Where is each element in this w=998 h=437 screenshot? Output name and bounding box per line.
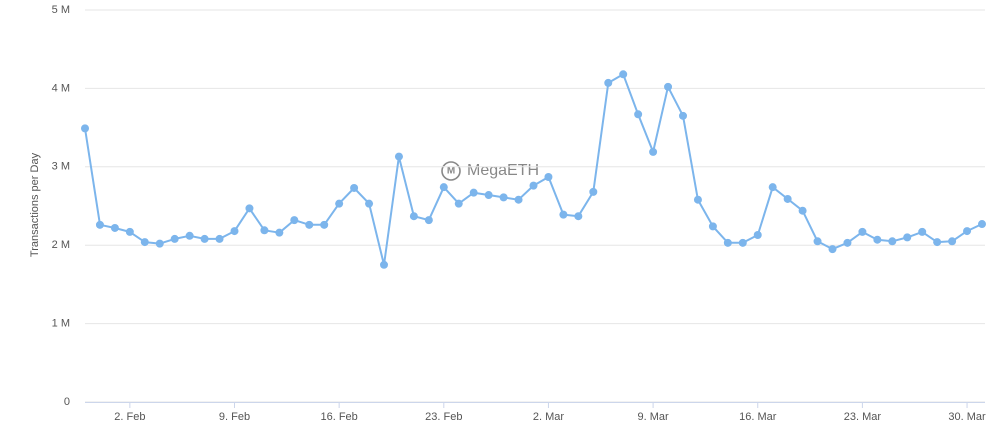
data-point bbox=[305, 220, 314, 229]
y-tick-label: 2 M bbox=[52, 239, 70, 251]
data-point bbox=[484, 191, 493, 200]
data-point bbox=[409, 212, 418, 221]
data-point bbox=[529, 181, 538, 190]
x-tick-label: 9. Feb bbox=[219, 411, 250, 423]
data-point bbox=[918, 227, 927, 236]
data-point bbox=[649, 147, 658, 156]
data-point bbox=[559, 210, 568, 219]
data-point bbox=[544, 172, 553, 181]
data-point bbox=[873, 235, 882, 244]
x-tick-label: 23. Mar bbox=[844, 411, 882, 423]
data-point bbox=[679, 111, 687, 120]
data-point bbox=[215, 234, 224, 243]
data-point bbox=[753, 231, 762, 240]
data-point bbox=[813, 237, 822, 246]
x-tick-label: 23. Feb bbox=[425, 411, 462, 423]
data-point bbox=[350, 183, 359, 192]
data-point bbox=[185, 231, 194, 240]
data-point bbox=[380, 260, 388, 269]
data-point bbox=[903, 233, 912, 242]
y-tick-label: 5 M bbox=[52, 4, 70, 16]
data-point bbox=[424, 216, 433, 225]
data-point bbox=[110, 223, 119, 232]
x-tick-label: 2. Feb bbox=[114, 411, 145, 423]
data-point bbox=[275, 228, 284, 237]
data-point bbox=[948, 237, 957, 246]
data-point bbox=[708, 222, 717, 231]
data-point bbox=[768, 183, 777, 192]
data-point bbox=[604, 78, 613, 87]
data-point bbox=[574, 212, 583, 221]
x-tick-label: 16. Mar bbox=[739, 411, 777, 423]
data-point bbox=[335, 199, 344, 208]
data-point bbox=[693, 195, 702, 204]
x-tick-label: 9. Mar bbox=[638, 411, 670, 423]
data-point bbox=[634, 110, 643, 119]
data-point bbox=[394, 152, 403, 161]
data-point bbox=[454, 199, 463, 208]
data-point bbox=[499, 193, 508, 202]
data-point bbox=[664, 82, 673, 91]
data-point bbox=[888, 237, 897, 246]
data-point bbox=[170, 234, 179, 243]
data-point bbox=[245, 204, 254, 213]
data-point bbox=[798, 206, 807, 215]
data-point bbox=[619, 70, 628, 79]
data-point bbox=[230, 227, 239, 236]
y-axis-title: Transactions per Day bbox=[29, 152, 41, 257]
data-point bbox=[81, 124, 89, 133]
data-point bbox=[978, 220, 986, 229]
data-point bbox=[514, 195, 523, 204]
data-point bbox=[155, 239, 164, 248]
x-tick-label: 30. Mar bbox=[948, 411, 986, 423]
data-point bbox=[320, 220, 329, 229]
data-point bbox=[963, 227, 972, 236]
x-tick-label: 2. Mar bbox=[533, 411, 565, 423]
data-point bbox=[858, 227, 867, 236]
watermark-logo: M MegaETH bbox=[441, 161, 539, 181]
watermark: MegaETH bbox=[467, 162, 539, 179]
data-point bbox=[843, 238, 852, 247]
data-point bbox=[260, 226, 269, 235]
data-point bbox=[125, 227, 134, 236]
data-point bbox=[828, 245, 837, 254]
x-tick-label: 16. Feb bbox=[320, 411, 357, 423]
data-point bbox=[140, 238, 149, 247]
data-point bbox=[589, 187, 598, 196]
y-tick-label: 4 M bbox=[52, 82, 70, 94]
data-point bbox=[723, 238, 732, 247]
data-point bbox=[469, 188, 478, 197]
data-point bbox=[439, 183, 448, 192]
data-point bbox=[200, 234, 209, 243]
y-tick-label: 3 M bbox=[52, 161, 70, 173]
y-tick-label: 1 M bbox=[52, 318, 70, 330]
data-point bbox=[933, 238, 942, 247]
watermark-icon: M bbox=[447, 166, 455, 177]
y-tick-label: 0 bbox=[64, 396, 70, 408]
data-point bbox=[290, 216, 299, 225]
data-point bbox=[783, 194, 792, 203]
data-point bbox=[738, 238, 747, 247]
data-point bbox=[365, 199, 374, 208]
data-point bbox=[95, 220, 104, 229]
